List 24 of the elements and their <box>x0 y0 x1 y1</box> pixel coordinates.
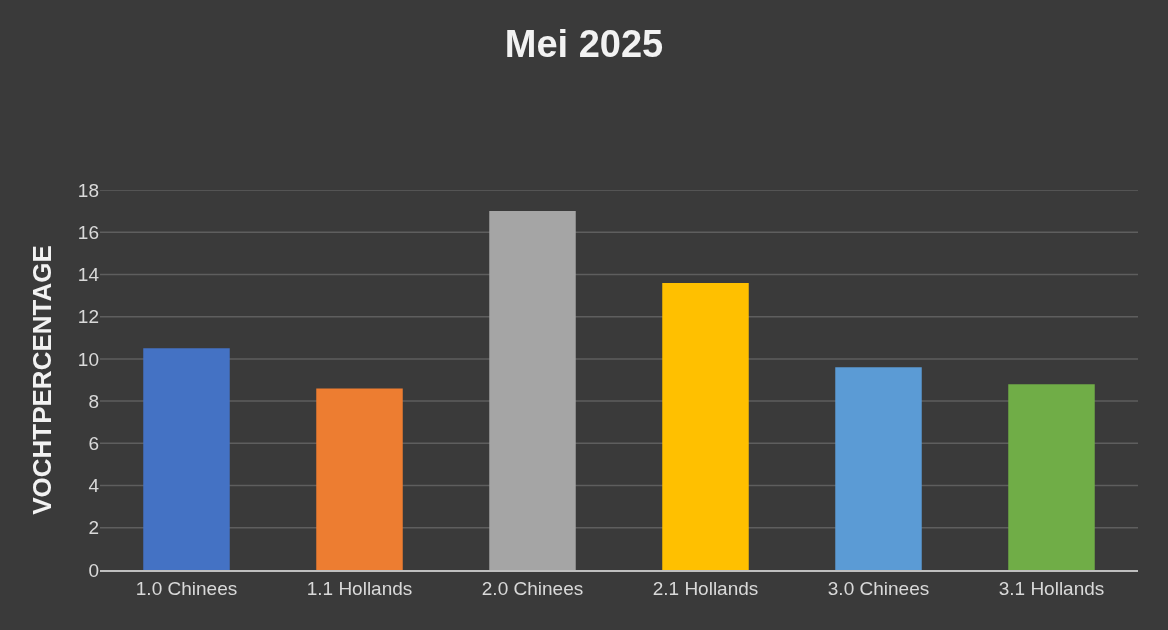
bar <box>489 211 576 570</box>
y-tick-label: 12 <box>77 306 99 328</box>
y-tick-label: 10 <box>77 348 99 370</box>
y-tick-label: 18 <box>77 179 99 201</box>
x-tick-label: 3.0 Chinees <box>827 577 930 599</box>
y-tick-label: 16 <box>77 221 99 243</box>
y-tick-label: 2 <box>88 517 99 539</box>
y-axis-title: VOCHTPERCENTAGE <box>27 245 58 515</box>
x-tick-label: 2.0 Chinees <box>481 577 584 599</box>
bar <box>662 282 749 570</box>
y-tick-label: 8 <box>88 390 99 412</box>
bar <box>316 388 403 570</box>
y-tick-label: 4 <box>88 475 100 497</box>
y-tick-label: 6 <box>88 432 99 454</box>
bar <box>835 367 922 570</box>
x-tick-label: 3.1 Hollands <box>998 577 1105 599</box>
x-tick-label: 2.1 Hollands <box>652 577 759 599</box>
y-tick-label: 14 <box>77 264 100 286</box>
chart-title: Mei 2025 <box>504 23 664 66</box>
bar <box>1008 384 1095 570</box>
x-tick-label: 1.0 Chinees <box>135 577 238 599</box>
x-tick-label: 1.1 Hollands <box>306 577 413 599</box>
bar <box>143 348 230 570</box>
y-tick-label: 0 <box>88 559 99 581</box>
